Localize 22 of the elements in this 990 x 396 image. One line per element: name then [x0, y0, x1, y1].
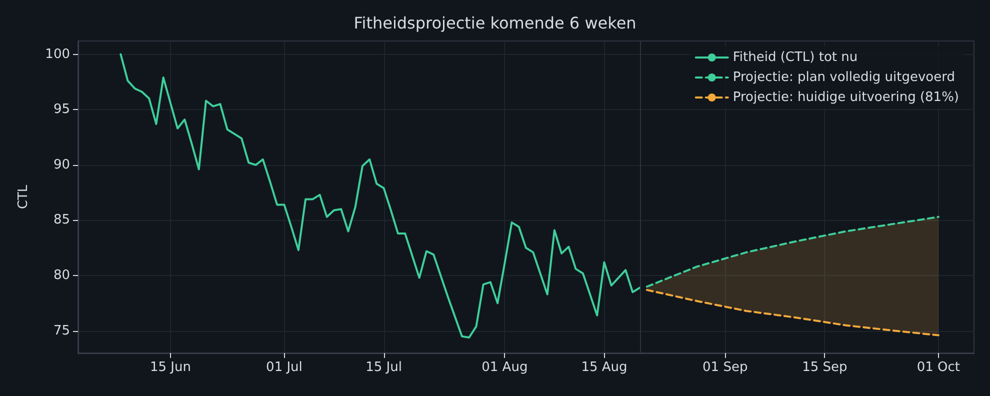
y-axis-title: CTL — [16, 184, 31, 210]
x-tick-label: 15 Jul — [366, 360, 402, 375]
x-tick-label: 01 Jul — [266, 360, 302, 375]
chart-title: Fitheidsprojectie komende 6 weken — [354, 14, 636, 32]
line-series — [646, 288, 940, 336]
x-tick-label: 01 Oct — [916, 360, 960, 375]
x-tick-label: 15 Aug — [581, 360, 628, 375]
y-tick-label: 85 — [53, 212, 70, 228]
y-tick-label: 75 — [53, 323, 70, 338]
x-tick-label: 01 Sep — [702, 360, 748, 375]
y-tick-label: 90 — [53, 157, 70, 172]
legend-label: Projectie: plan volledig uitgevoerd — [732, 70, 955, 85]
legend-label: Fitheid (CTL) tot nu — [732, 50, 858, 65]
line-series — [646, 216, 940, 288]
x-tick-label: 01 Aug — [482, 360, 528, 375]
y-tick-label: 80 — [53, 268, 70, 284]
legend-label: Projectie: huidige uitvoering (81%) — [732, 90, 960, 105]
x-tick-label: 15 Jun — [150, 360, 191, 375]
line-series — [120, 53, 641, 339]
x-tick-label: 15 Sep — [802, 360, 848, 375]
y-tick-label: 95 — [53, 102, 70, 118]
y-tick-label: 100 — [45, 46, 70, 62]
